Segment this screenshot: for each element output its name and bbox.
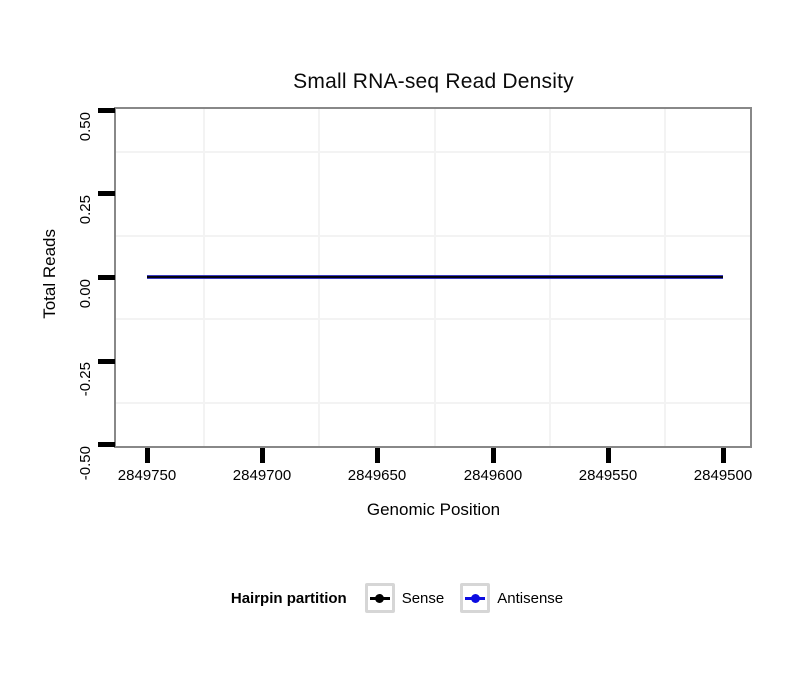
gridline-horizontal [116, 318, 750, 320]
chart-title: Small RNA-seq Read Density [293, 70, 574, 93]
x-axis-tick [606, 448, 611, 463]
gridline-horizontal [116, 235, 750, 237]
gridline-horizontal [116, 151, 750, 153]
legend: Hairpin partition Sense Antisense [0, 580, 810, 616]
y-axis-tick [98, 191, 115, 196]
legend-label-sense: Sense [401, 589, 445, 607]
x-axis-tick [721, 448, 726, 463]
x-axis-title: Genomic Position [366, 500, 501, 519]
y-tick-label: -0.25 [77, 362, 94, 397]
legend-key-sense [364, 583, 395, 613]
y-axis-tick [98, 275, 115, 280]
x-tick-label: 2849550 [578, 467, 638, 484]
y-tick-label: 0.25 [77, 195, 94, 225]
x-tick-label: 2849700 [232, 467, 292, 484]
x-axis-tick [375, 448, 380, 463]
legend-title: Hairpin partition [230, 589, 347, 607]
y-axis-title: Total Reads [40, 229, 59, 319]
x-tick-label: 2849600 [463, 467, 523, 484]
gridline-horizontal [116, 402, 750, 404]
sense-point-icon [375, 593, 385, 603]
x-tick-label: 2849650 [347, 467, 407, 484]
legend-label-antisense: Antisense [497, 589, 564, 607]
legend-key-antisense [460, 583, 491, 613]
y-axis-tick [98, 442, 115, 447]
x-axis-tick [491, 448, 496, 463]
y-tick-label: -0.50 [77, 446, 94, 481]
x-axis-tick [145, 448, 150, 463]
x-tick-label: 2849750 [117, 467, 177, 484]
y-tick-label: 0.50 [77, 112, 94, 142]
plot-panel [114, 107, 752, 448]
x-axis-tick [260, 448, 265, 463]
read-density-line [147, 275, 723, 279]
y-tick-label: 0.00 [77, 279, 94, 309]
y-axis-tick [98, 108, 115, 113]
y-axis-tick [98, 359, 115, 364]
x-tick-label: 2849500 [693, 467, 753, 484]
antisense-point-icon [470, 593, 480, 603]
